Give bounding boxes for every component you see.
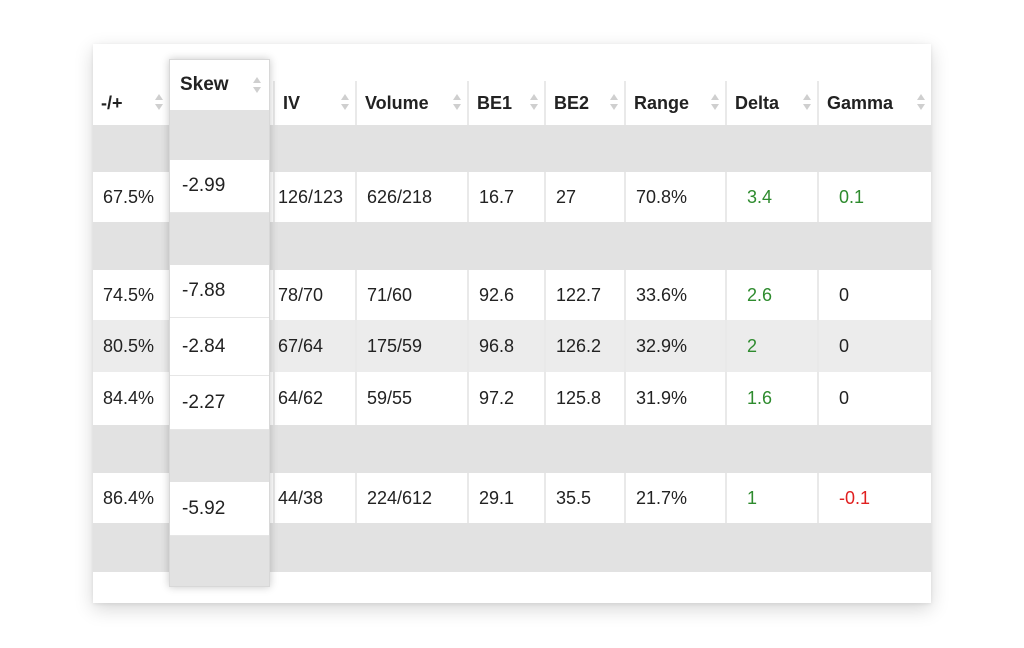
cell-plusminus: 84.4% (103, 388, 155, 408)
column-header-range[interactable]: Range (624, 81, 725, 125)
skew-spacer (170, 110, 269, 160)
cell-plusminus: 80.5% (103, 335, 155, 356)
cell-iv: 67/64 (273, 320, 355, 372)
cell-be2: 126.2 (544, 320, 624, 372)
sort-updown-icon[interactable] (610, 94, 618, 112)
cell-iv: 64/62 (273, 372, 355, 425)
cell-gamma: 0 (817, 320, 931, 372)
sort-updown-icon[interactable] (803, 94, 811, 112)
skew-spacer (170, 536, 269, 586)
cell-be1: 96.8 (467, 320, 544, 372)
column-header-be1[interactable]: BE1 (467, 81, 544, 125)
cell-range: 33.6% (624, 270, 725, 320)
cell-be1: 92.6 (467, 270, 544, 320)
cell-volume: 59/55 (355, 372, 467, 425)
cell-skew: -7.88 (170, 265, 269, 318)
column-header-label: Skew (180, 74, 229, 95)
column-header-label: IV (283, 92, 301, 113)
column-header-label: BE1 (477, 92, 513, 113)
column-header-volume[interactable]: Volume (355, 81, 467, 125)
cell-be1: 97.2 (467, 372, 544, 425)
cell-delta: 1.6 (725, 372, 817, 425)
cell-range: 32.9% (624, 320, 725, 372)
column-header-plusminus[interactable]: -/+ (93, 81, 169, 125)
cell-gamma: 0 (817, 372, 931, 425)
cell-be2: 35.5 (544, 473, 624, 523)
cell-volume: 224/612 (355, 473, 467, 523)
cell-volume: 71/60 (355, 270, 467, 320)
cell-plusminus: 74.5% (103, 284, 155, 305)
cell-skew: -5.92 (170, 482, 269, 536)
cell-gamma: -0.1 (817, 473, 931, 523)
cell-delta: 2.6 (725, 270, 817, 320)
cell-gamma: 0.1 (817, 172, 931, 222)
sort-updown-icon[interactable] (453, 94, 461, 112)
skew-spacer (170, 430, 269, 482)
cell-volume: 175/59 (355, 320, 467, 372)
cell-be2: 125.8 (544, 372, 624, 425)
cell-gamma: 0 (817, 270, 931, 320)
cell-be1: 16.7 (467, 172, 544, 222)
cell-delta: 3.4 (725, 172, 817, 222)
sort-updown-icon[interactable] (155, 94, 163, 112)
cell-be1: 29.1 (467, 473, 544, 523)
cell-range: 31.9% (624, 372, 725, 425)
sort-updown-icon[interactable] (253, 77, 261, 95)
cell-skew: -2.99 (170, 160, 269, 213)
cell-range: 70.8% (624, 172, 725, 222)
column-header-label: Gamma (827, 92, 894, 113)
column-header-be2[interactable]: BE2 (544, 81, 624, 125)
sort-updown-icon[interactable] (917, 94, 925, 112)
sort-updown-icon[interactable] (530, 94, 538, 112)
cell-iv: 78/70 (273, 270, 355, 320)
column-header-label: Range (634, 92, 690, 113)
column-header-label: BE2 (554, 92, 590, 113)
column-header-label: -/+ (101, 92, 123, 113)
cell-delta: 2 (725, 320, 817, 372)
cell-skew: -2.27 (170, 376, 269, 430)
column-header-skew[interactable]: Skew (170, 60, 269, 110)
column-header-gamma[interactable]: Gamma (817, 81, 931, 125)
cell-iv: 44/38 (273, 473, 355, 523)
cell-plusminus: 86.4% (103, 487, 155, 508)
skew-column-floating[interactable]: Skew -2.99 -7.88 -2.84 -2.27 -5.92 (169, 59, 270, 587)
skew-spacer (170, 213, 269, 265)
sort-updown-icon[interactable] (711, 94, 719, 112)
sort-updown-icon[interactable] (341, 94, 349, 112)
cell-be2: 27 (544, 172, 624, 222)
cell-volume: 626/218 (355, 172, 467, 222)
cell-iv: 126/123 (273, 172, 355, 222)
cell-delta: 1 (725, 473, 817, 523)
cell-be2: 122.7 (544, 270, 624, 320)
column-header-delta[interactable]: Delta (725, 81, 817, 125)
cell-range: 21.7% (624, 473, 725, 523)
cell-skew: -2.84 (170, 318, 269, 376)
column-header-iv[interactable]: IV (273, 81, 355, 125)
column-header-label: Volume (365, 92, 429, 113)
cell-plusminus: 67.5% (103, 186, 155, 207)
column-header-label: Delta (735, 92, 780, 113)
